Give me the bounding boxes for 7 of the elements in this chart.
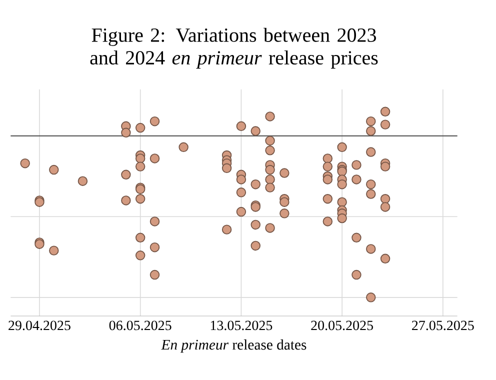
x-axis-title: En primeur release dates: [161, 339, 306, 353]
x-tick-label: 29.04.2025: [8, 320, 70, 330]
chart-title: Figure 2: Variations between 2023 and 2024 en primeur release prices: [90, 28, 378, 69]
x-tick-label: 13.05.2025: [210, 320, 272, 330]
x-tick-label: 27.05.2025: [412, 320, 474, 330]
x-tick-label: 06.05.2025: [109, 320, 172, 330]
x-tick-label: 20.05.2025: [311, 320, 374, 330]
